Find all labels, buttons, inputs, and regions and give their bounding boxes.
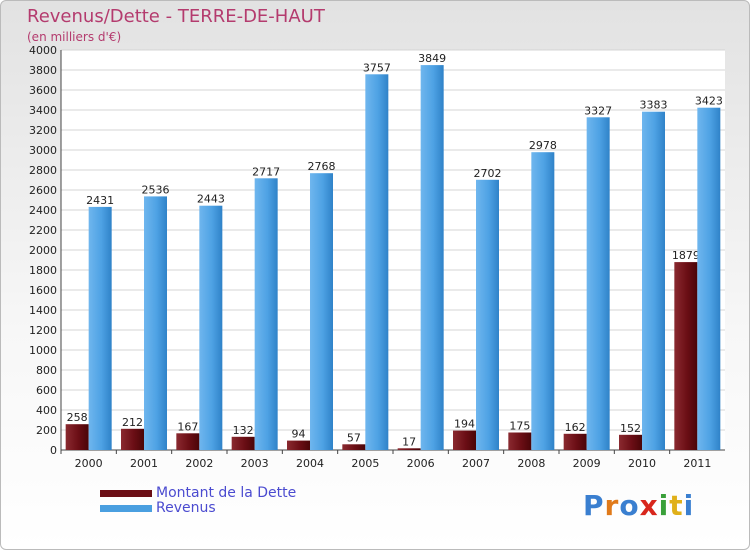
- bar-revenus: [310, 173, 333, 450]
- bar-revenus: [642, 111, 665, 450]
- x-tick-label: 2001: [130, 457, 158, 470]
- y-tick-label: 2400: [29, 204, 57, 217]
- data-label-revenus: 2536: [142, 183, 170, 196]
- x-tick-label: 2007: [462, 457, 490, 470]
- proxiti-logo: Proxiti: [583, 489, 694, 522]
- y-tick-label: 2800: [29, 164, 57, 177]
- x-tick-label: 2004: [296, 457, 324, 470]
- y-tick-label: 1800: [29, 264, 57, 277]
- data-label-revenus: 3327: [584, 104, 612, 117]
- data-label-dette: 94: [292, 428, 306, 441]
- data-label-revenus: 2717: [252, 165, 280, 178]
- chart-subtitle: (en milliers d'€): [27, 30, 122, 44]
- y-tick-label: 1000: [29, 344, 57, 357]
- data-label-dette: 57: [347, 431, 361, 444]
- chart-title: Revenus/Dette - TERRE-DE-HAUT: [27, 6, 325, 27]
- logo-letter: i: [658, 489, 670, 522]
- y-tick-label: 3000: [29, 144, 57, 157]
- y-tick-label: 1400: [29, 304, 57, 317]
- logo-letter: t: [669, 489, 684, 522]
- data-label-dette: 212: [122, 416, 143, 429]
- data-label-dette: 132: [233, 424, 254, 437]
- bar-dette: [674, 262, 698, 450]
- x-tick-label: 2002: [185, 457, 213, 470]
- y-tick-label: 200: [36, 424, 57, 437]
- bar-revenus: [199, 205, 223, 450]
- bar-revenus: [420, 65, 444, 450]
- bar-revenus: [365, 74, 389, 451]
- data-label-revenus: 3423: [695, 95, 723, 108]
- x-tick-label: 2010: [628, 457, 656, 470]
- bar-revenus: [697, 107, 721, 450]
- y-tick-label: 3800: [29, 64, 57, 77]
- bar-dette: [397, 448, 421, 450]
- data-label-revenus: 2768: [308, 160, 336, 173]
- legend-label-revenus: Revenus: [156, 500, 216, 516]
- y-tick-label: 800: [36, 364, 57, 377]
- logo-letter: r: [604, 489, 620, 522]
- y-tick-label: 2000: [29, 244, 57, 257]
- x-tick-label: 2006: [407, 457, 435, 470]
- data-label-dette: 17: [402, 435, 416, 448]
- data-label-revenus: 2443: [197, 193, 225, 206]
- data-label-revenus: 3383: [640, 99, 668, 112]
- data-label-dette: 175: [509, 420, 530, 433]
- bar-dette: [121, 428, 144, 450]
- x-tick-label: 2003: [241, 457, 269, 470]
- legend-swatch-revenus: [100, 505, 152, 512]
- y-tick-label: 400: [36, 404, 57, 417]
- x-tick-label: 2009: [573, 457, 601, 470]
- y-tick-label: 3400: [29, 104, 57, 117]
- data-label-dette: 152: [620, 422, 641, 435]
- bar-dette: [231, 436, 255, 450]
- data-label-revenus: 2702: [474, 167, 502, 180]
- y-tick-label: 2200: [29, 224, 57, 237]
- data-label-revenus: 3849: [418, 52, 446, 65]
- data-label-dette: 162: [565, 421, 586, 434]
- y-tick-label: 1200: [29, 324, 57, 337]
- bar-dette: [508, 432, 532, 450]
- x-tick-label: 2008: [517, 457, 545, 470]
- bar-dette: [287, 440, 310, 450]
- data-label-revenus: 3757: [363, 61, 391, 74]
- bar-dette: [176, 433, 200, 450]
- bar-dette: [563, 433, 587, 450]
- data-label-dette: 167: [177, 420, 198, 433]
- bar-revenus: [586, 117, 610, 451]
- x-tick-label: 2000: [75, 457, 103, 470]
- bar-revenus: [531, 152, 555, 450]
- bar-revenus: [88, 206, 112, 450]
- legend-label-dette: Montant de la Dette: [156, 485, 297, 501]
- y-tick-label: 1600: [29, 284, 57, 297]
- bar-dette: [453, 430, 476, 450]
- bar-revenus: [144, 196, 167, 450]
- x-tick-label: 2011: [683, 457, 711, 470]
- y-tick-label: 4000: [29, 44, 57, 57]
- y-tick-label: 600: [36, 384, 57, 397]
- data-label-revenus: 2978: [529, 139, 557, 152]
- bar-dette: [65, 424, 89, 450]
- data-label-dette: 258: [67, 411, 88, 424]
- logo-letter: x: [639, 489, 659, 522]
- bar-revenus: [254, 178, 278, 451]
- logo-letter: P: [583, 489, 605, 522]
- data-label-dette: 1879: [672, 249, 700, 262]
- data-label-revenus: 2431: [86, 194, 114, 207]
- bar-dette: [619, 434, 642, 450]
- legend-swatch-dette: [100, 490, 152, 497]
- x-tick-label: 2005: [351, 457, 379, 470]
- bar-dette: [342, 444, 366, 450]
- bar-revenus: [476, 179, 499, 451]
- y-tick-label: 2600: [29, 184, 57, 197]
- y-tick-label: 3600: [29, 84, 57, 97]
- y-tick-label: 3200: [29, 124, 57, 137]
- logo-letter: o: [619, 489, 640, 522]
- data-label-dette: 194: [454, 418, 475, 431]
- logo-letter: i: [683, 489, 695, 522]
- y-tick-label: 0: [50, 444, 57, 457]
